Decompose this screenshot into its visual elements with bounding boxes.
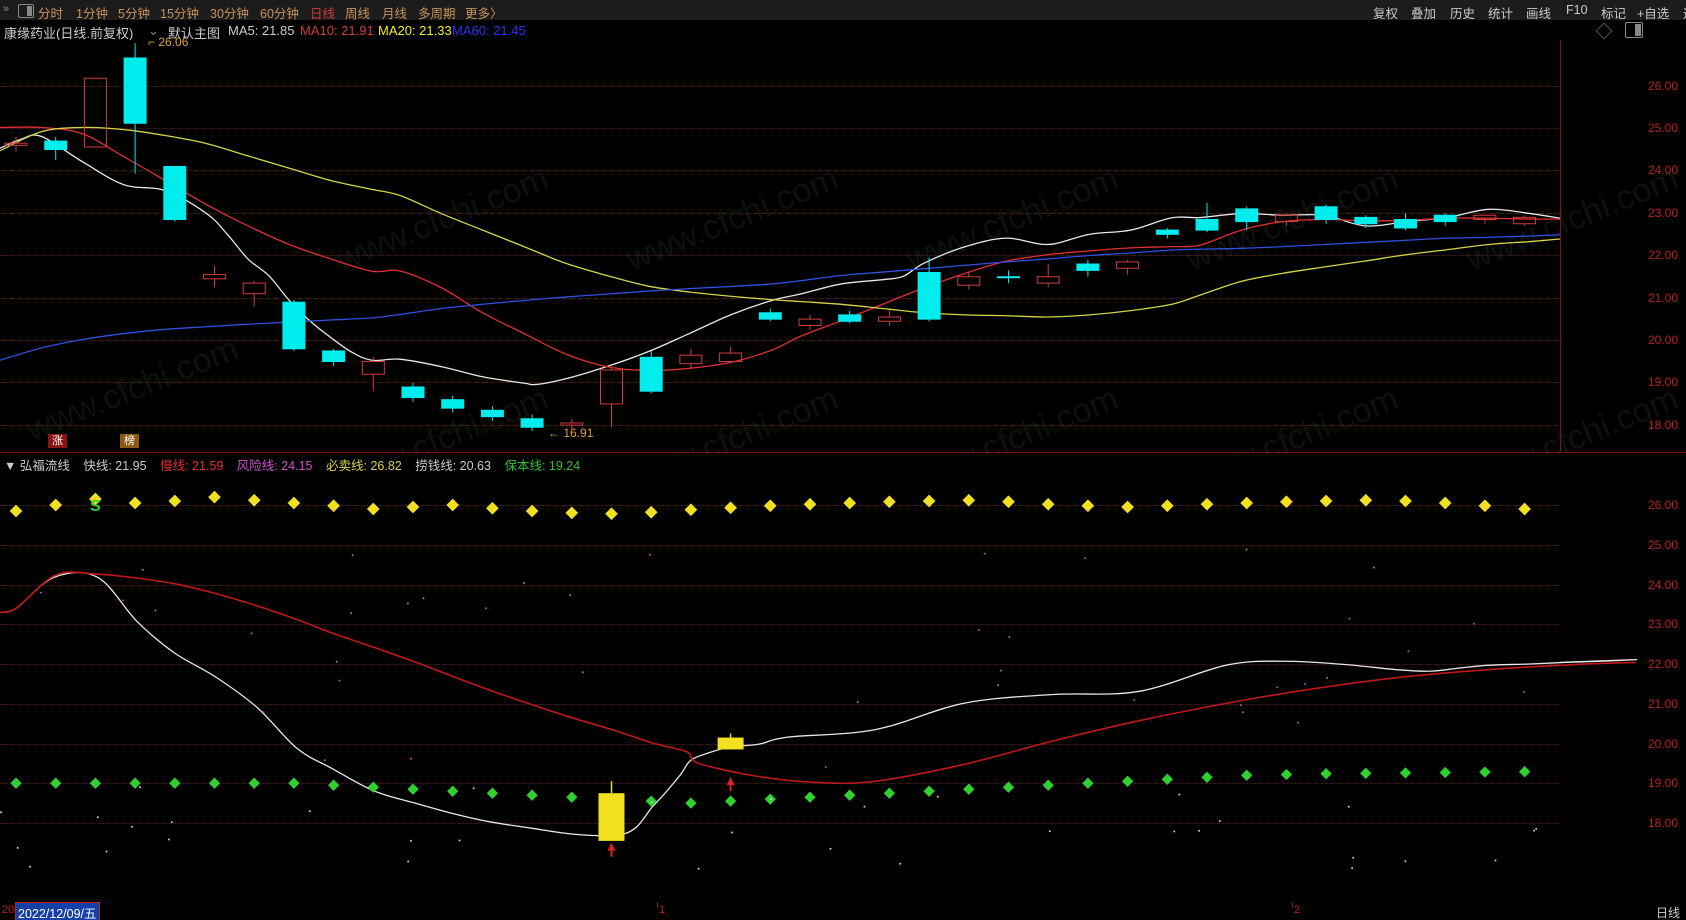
svg-text:S: S xyxy=(90,498,101,515)
